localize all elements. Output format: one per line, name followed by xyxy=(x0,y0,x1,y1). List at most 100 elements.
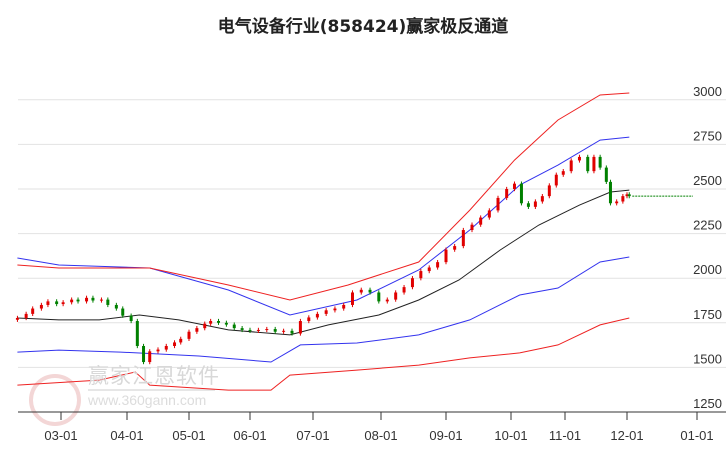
candle-body xyxy=(359,289,363,293)
candle-body xyxy=(187,331,191,339)
candle-body xyxy=(479,217,483,225)
candle-body xyxy=(554,174,558,186)
channel-line-outer-lower xyxy=(17,317,630,391)
candle-body xyxy=(135,321,139,346)
candle-body xyxy=(324,310,328,314)
candle-body xyxy=(333,308,337,311)
candle-body xyxy=(224,322,228,325)
candle-body xyxy=(598,156,602,168)
candle-body xyxy=(76,299,80,302)
y-tick-label: 1250 xyxy=(693,396,722,411)
candle-body xyxy=(99,299,103,301)
x-tick-label: 12-01 xyxy=(610,428,643,443)
candle-body xyxy=(621,196,625,202)
candle-body xyxy=(240,328,244,330)
candle-body xyxy=(592,156,596,172)
candle-body xyxy=(368,289,372,293)
candle-body xyxy=(298,321,302,334)
candle-body xyxy=(70,299,74,303)
x-tick-label: 11-01 xyxy=(549,428,581,443)
candle-body xyxy=(625,194,629,197)
candle-body xyxy=(586,156,590,172)
candle-body xyxy=(290,330,294,334)
candle-body xyxy=(377,292,381,302)
x-tick-label: 03-01 xyxy=(44,428,77,443)
candle-body xyxy=(203,323,207,329)
candle-body xyxy=(350,292,354,305)
candle-body xyxy=(15,317,19,320)
candle-body xyxy=(604,167,608,182)
candle-body xyxy=(248,329,252,331)
candle-body xyxy=(156,349,160,352)
candle-body xyxy=(195,328,199,332)
x-tick-label: 07-01 xyxy=(296,428,329,443)
x-tick-label: 10-01 xyxy=(494,428,527,443)
candle-body xyxy=(282,330,286,332)
candle-body xyxy=(265,329,269,331)
candle-body xyxy=(547,185,551,197)
candle-body xyxy=(55,301,59,305)
y-tick-label: 2250 xyxy=(693,218,722,233)
candle-body xyxy=(487,210,491,218)
channel-line-middle xyxy=(17,189,630,336)
candle-body xyxy=(470,224,474,231)
candle-body xyxy=(519,183,523,204)
candle-body xyxy=(164,345,168,350)
candle-body xyxy=(106,299,110,305)
candle-body xyxy=(342,304,346,309)
candle-body xyxy=(419,271,423,279)
x-tick-label: 04-01 xyxy=(110,428,143,443)
candle-body xyxy=(608,181,612,204)
candle-body xyxy=(61,302,65,305)
candle-body xyxy=(627,194,631,197)
candle-body xyxy=(512,183,516,189)
channel-line-outer-upper xyxy=(17,92,630,301)
candle-body xyxy=(540,196,544,202)
candle-body xyxy=(91,297,95,301)
candle-body xyxy=(114,304,118,309)
x-tick-label: 01-01 xyxy=(680,428,713,443)
candle-body xyxy=(496,197,500,211)
y-tick-label: 2000 xyxy=(693,262,722,277)
x-tick-label: 05-01 xyxy=(172,428,205,443)
candle-body xyxy=(179,338,183,343)
candle-body xyxy=(569,160,573,172)
y-tick-label: 3000 xyxy=(693,84,722,99)
candle-body xyxy=(533,201,537,207)
watermark-name: 赢家江恩软件 xyxy=(88,364,220,388)
candle-body xyxy=(561,171,565,175)
y-tick-label: 2750 xyxy=(693,128,722,143)
candle-body xyxy=(173,342,177,346)
y-tick-label: 2500 xyxy=(693,173,722,188)
x-tick-label: 08-01 xyxy=(364,428,397,443)
candle-body xyxy=(31,308,35,314)
candle-body xyxy=(394,292,398,300)
candle-body xyxy=(505,189,509,198)
candle-body xyxy=(577,156,581,161)
y-tick-label: 1500 xyxy=(693,351,722,366)
candle-body xyxy=(436,262,440,268)
candle-body xyxy=(217,321,221,323)
candle-body xyxy=(615,201,619,204)
candle-body xyxy=(24,313,28,318)
y-tick-label: 1750 xyxy=(693,307,722,322)
candle-body xyxy=(402,287,406,293)
candle-body xyxy=(232,324,236,329)
candle-body xyxy=(148,351,152,363)
candle-body xyxy=(410,278,414,288)
candle-body xyxy=(526,203,530,207)
candle-body xyxy=(256,329,260,331)
candle-body xyxy=(85,297,89,302)
candle-body xyxy=(315,313,319,318)
chart-title: 电气设备行业(858424)赢家极反通道 xyxy=(217,17,509,37)
candle-body xyxy=(453,246,457,250)
candle-body xyxy=(209,321,213,324)
x-tick-label: 09-01 xyxy=(429,428,462,443)
candle-body xyxy=(46,301,50,305)
watermark-seal-icon xyxy=(29,374,81,426)
candle-body xyxy=(142,345,146,363)
candle-body xyxy=(444,249,448,263)
candle-body xyxy=(461,230,465,247)
